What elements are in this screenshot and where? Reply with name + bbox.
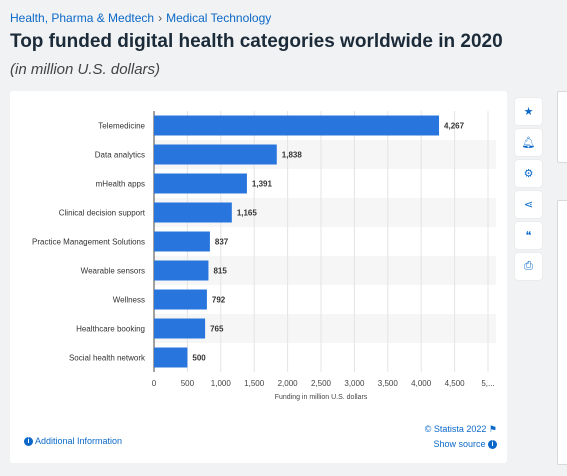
breadcrumb-link-medtech[interactable]: Medical Technology bbox=[166, 11, 272, 25]
value-label: 837 bbox=[215, 238, 229, 247]
info-icon: i bbox=[488, 440, 497, 450]
share-icon[interactable]: ⋖ bbox=[515, 191, 542, 218]
bar[interactable] bbox=[154, 202, 232, 223]
flag-icon: ⚑ bbox=[488, 424, 497, 434]
x-axis-title: Funding in million U.S. dollars bbox=[275, 394, 368, 401]
row-stripe bbox=[154, 314, 496, 343]
footer-right: © Statista 2022 ⚑ Show source i bbox=[425, 422, 497, 452]
category-label: Healthcare booking bbox=[76, 325, 145, 334]
x-tick-label: 3,000 bbox=[344, 379, 365, 388]
x-tick-label: 5,... bbox=[481, 379, 494, 388]
x-tick-label: 500 bbox=[181, 379, 195, 388]
statista-copyright[interactable]: © Statista 2022 ⚑ bbox=[425, 422, 497, 437]
star-icon[interactable]: ★ bbox=[515, 98, 542, 125]
x-tick-label: 3,500 bbox=[378, 379, 399, 388]
show-source-link[interactable]: Show source i bbox=[425, 437, 497, 452]
bell-icon[interactable]: 🔔︎ bbox=[515, 129, 542, 156]
category-label: mHealth apps bbox=[96, 180, 145, 189]
bar[interactable] bbox=[154, 260, 209, 281]
quote-icon[interactable]: ❝ bbox=[515, 222, 542, 249]
value-label: 815 bbox=[213, 267, 227, 276]
bar[interactable] bbox=[154, 173, 247, 194]
bar[interactable] bbox=[154, 289, 207, 310]
category-label: Practice Management Solutions bbox=[32, 238, 145, 247]
value-label: 4,267 bbox=[444, 122, 465, 131]
category-label: Data analytics bbox=[95, 151, 145, 160]
bar[interactable] bbox=[154, 318, 206, 339]
category-label: Clinical decision support bbox=[59, 209, 146, 218]
show-source-label: Show source bbox=[433, 439, 486, 449]
side-panel-top bbox=[557, 91, 567, 163]
info-icon: i bbox=[24, 437, 33, 447]
breadcrumb-link-health[interactable]: Health, Pharma & Medtech bbox=[10, 11, 155, 25]
page-title: Top funded digital health categories wor… bbox=[10, 31, 503, 52]
x-tick-label: 4,000 bbox=[411, 379, 432, 388]
breadcrumb: Health, Pharma & Medtech › Medical Technol… bbox=[10, 11, 271, 25]
x-tick-label: 4,500 bbox=[445, 379, 466, 388]
print-icon[interactable]: ⎙ bbox=[515, 253, 542, 280]
x-tick-label: 1,500 bbox=[244, 379, 265, 388]
toolbar: ★ 🔔︎ ⚙ ⋖ ❝ ⎙ bbox=[515, 98, 542, 284]
x-tick-label: 2,500 bbox=[311, 379, 332, 388]
page-subtitle: (in million U.S. dollars) bbox=[10, 61, 161, 78]
x-tick-label: 0 bbox=[152, 379, 157, 388]
value-label: 792 bbox=[212, 296, 226, 305]
x-tick-label: 1,000 bbox=[211, 379, 232, 388]
additional-information-label: Additional Information bbox=[35, 436, 123, 446]
bar[interactable] bbox=[154, 231, 210, 252]
bar-chart: Telemedicine Data analytics mHealth apps Cl… bbox=[32, 111, 496, 401]
value-label: 500 bbox=[192, 354, 206, 363]
category-label: Wearable sensors bbox=[81, 267, 145, 276]
value-label: 765 bbox=[210, 325, 224, 334]
row-stripe bbox=[154, 256, 496, 285]
category-label: Social health network bbox=[69, 354, 146, 363]
bar[interactable] bbox=[154, 347, 188, 368]
category-label: Telemedicine bbox=[98, 122, 145, 131]
value-label: 1,165 bbox=[237, 209, 258, 218]
breadcrumb-separator: › bbox=[158, 11, 163, 25]
copyright-text: © Statista 2022 bbox=[424, 424, 487, 434]
gear-icon[interactable]: ⚙ bbox=[515, 160, 542, 187]
value-label: 1,838 bbox=[282, 151, 303, 160]
bar[interactable] bbox=[154, 115, 440, 136]
category-label: Wellness bbox=[113, 296, 145, 305]
additional-information-link[interactable]: i Additional Information bbox=[24, 436, 123, 447]
value-label: 1,391 bbox=[252, 180, 273, 189]
side-panel-bottom bbox=[557, 200, 567, 465]
chart-card: Telemedicine Data analytics mHealth apps Cl… bbox=[10, 91, 507, 463]
x-tick-label: 2,000 bbox=[278, 379, 299, 388]
bar[interactable] bbox=[154, 144, 277, 165]
